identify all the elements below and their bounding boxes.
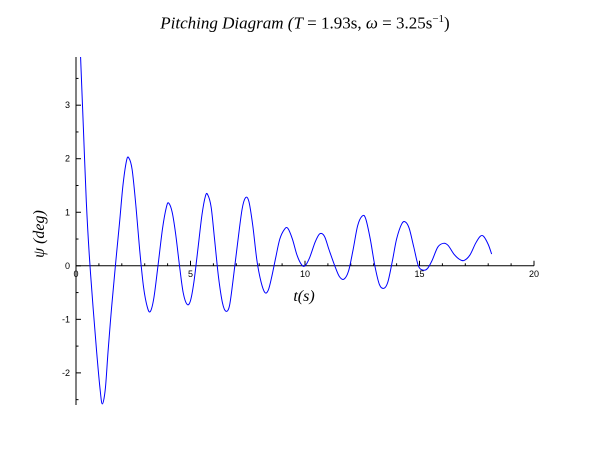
x-tick-label: 10 [300, 269, 310, 279]
chart-title: Pitching Diagram (T = 1.93s, ω = 3.25s−1… [0, 13, 610, 34]
y-tick-label: 2 [65, 154, 70, 164]
y-tick-label: -1 [62, 314, 70, 324]
title-omega-value: = 3.25s [377, 13, 433, 33]
x-axis-label: t(s) [293, 288, 314, 305]
series-group [80, 56, 493, 405]
title-omega-symbol: ω [365, 13, 378, 33]
title-omega-exponent: −1 [432, 13, 445, 25]
ticks-group: 0 5 10 15 20 -2 -1 0 1 2 3 [62, 77, 539, 401]
title-t-symbol: T [293, 13, 303, 33]
title-suffix: ) [444, 13, 450, 33]
title-t-value: = 1.93s, [302, 13, 366, 33]
y-tick-label: 3 [65, 100, 70, 110]
x-tick-label: 5 [188, 269, 193, 279]
y-tick-label: 0 [65, 261, 70, 271]
x-tick-label: 20 [529, 269, 539, 279]
x-tick-label: 0 [73, 269, 78, 279]
axes-group [75, 57, 534, 405]
y-axis-label: ψ (deg) [31, 210, 48, 258]
x-tick-label: 15 [414, 269, 424, 279]
y-tick-label: 1 [65, 207, 70, 217]
y-tick-label: -2 [62, 368, 70, 378]
title-prefix: Pitching Diagram ( [160, 13, 294, 33]
pitch-angle-series-line [80, 56, 493, 405]
